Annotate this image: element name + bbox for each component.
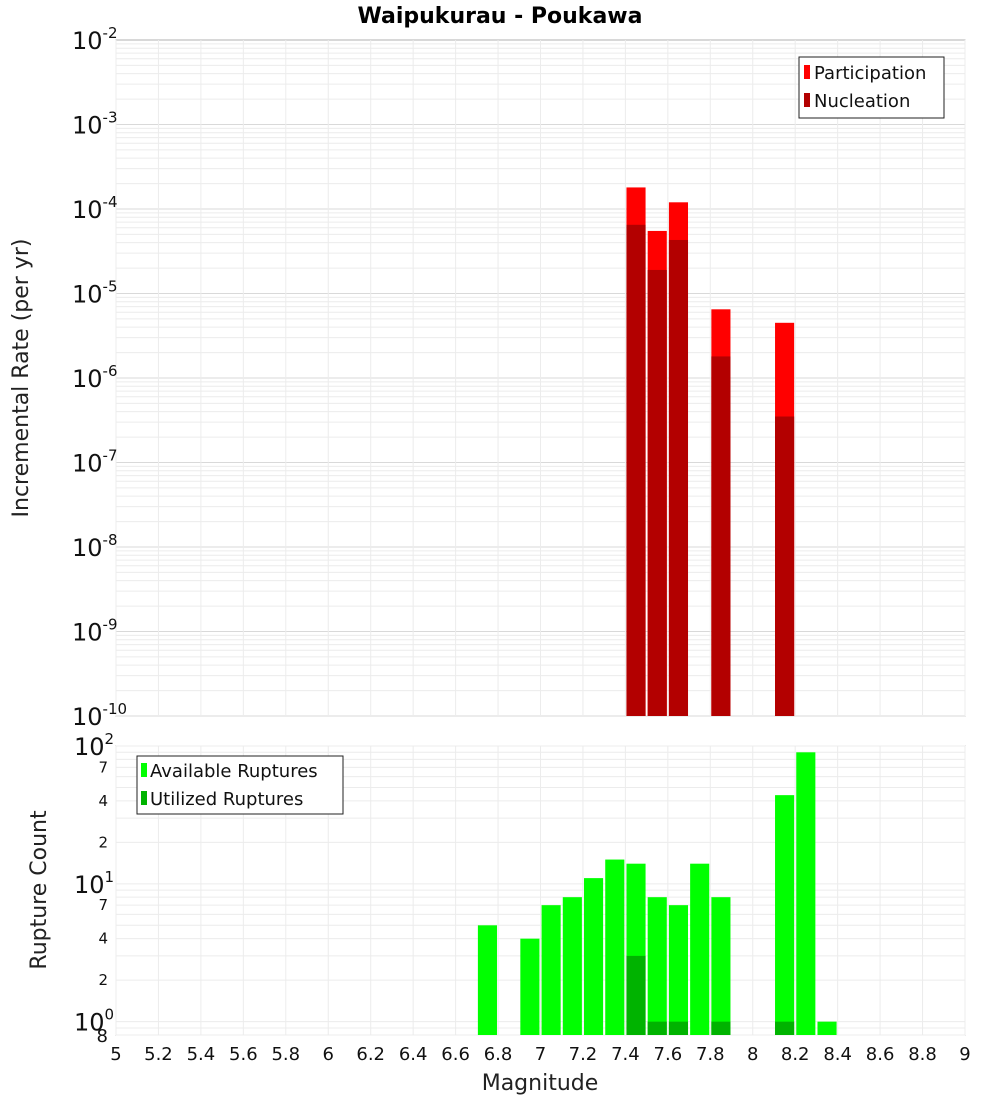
x-ticks: 5 5.2 5.4 5.6 5.8 6 6.2 6.4 6.6 6.8 7 7.2 7.4 7.6 7.8 8… (110, 1044, 970, 1065)
bar-available-ruptures (520, 938, 540, 1035)
bar-available-ruptures (690, 863, 710, 1035)
rate-plot-area: 10-10 10-9 10-8 10-7 10-6 10-5 10-4 10-3 10-2 Pa… (72, 24, 966, 731)
bar-utilized-ruptures (647, 1021, 667, 1035)
bar-available-ruptures (647, 897, 667, 1035)
x-tick-label: 8 (747, 1044, 758, 1065)
bar-nucleation (626, 224, 646, 716)
rate-bars (626, 187, 795, 717)
y-tick-label: 10-9 (72, 616, 118, 647)
count-legend-box (136, 755, 344, 815)
bar-nucleation (711, 356, 731, 716)
x-tick-label: 8.2 (781, 1044, 810, 1065)
legend-swatch-nucleation (804, 93, 810, 107)
y-tick-label: 10-10 (72, 700, 127, 731)
x-tick-label: 7.4 (611, 1044, 640, 1065)
legend-label-utilized: Utilized Ruptures (150, 789, 303, 810)
x-tick-label: 5 (110, 1044, 121, 1065)
chart-title: Waipukurau - Poukawa (358, 4, 643, 29)
legend-label-nucleation: Nucleation (814, 91, 910, 112)
bar-utilized-ruptures (668, 1021, 689, 1035)
x-tick-label: 6.2 (356, 1044, 385, 1065)
x-axis-label: Magnitude (482, 1071, 599, 1096)
y-tick-minor-label: 7 (98, 896, 108, 914)
x-tick-label: 5.8 (271, 1044, 300, 1065)
bar-available-ruptures (605, 859, 625, 1035)
y-tick-label: 101 (74, 868, 114, 899)
count-plot-area: 100 101 102 8 2 4 7 2 4 7 5 5.2 5.4 5.6 5.8 6 6.2 6.4 6.6… (74, 730, 971, 1065)
count-y-ticks: 100 101 102 8 2 4 7 2 4 7 (74, 730, 114, 1047)
x-tick-label: 7.6 (654, 1044, 683, 1065)
bottom-y-axis-label: Rupture Count (27, 810, 52, 970)
x-tick-label: 5.2 (144, 1044, 173, 1065)
bar-available-ruptures (668, 905, 689, 1035)
y-tick-label: 10-8 (72, 531, 118, 562)
x-tick-label: 8.6 (866, 1044, 895, 1065)
count-bars (477, 752, 837, 1035)
y-tick-label: 10-3 (72, 109, 118, 140)
x-tick-label: 7.2 (569, 1044, 598, 1065)
x-tick-label: 8.8 (908, 1044, 937, 1065)
bar-utilized-ruptures (775, 1021, 795, 1035)
y-tick-label: 10-2 (72, 24, 118, 55)
legend-label-available: Available Ruptures (150, 761, 318, 782)
y-tick-minor-label: 8 (97, 1026, 108, 1047)
legend-swatch-utilized (141, 791, 147, 805)
legend-swatch-available (141, 763, 147, 777)
bar-available-ruptures (562, 897, 582, 1035)
bar-available-ruptures (541, 905, 561, 1035)
x-tick-label: 5.6 (229, 1044, 258, 1065)
x-tick-label: 6.8 (484, 1044, 513, 1065)
rate-y-ticks: 10-10 10-9 10-8 10-7 10-6 10-5 10-4 10-3 10-2 (72, 24, 127, 731)
x-tick-label: 7.8 (696, 1044, 725, 1065)
bar-nucleation (775, 416, 795, 716)
bar-available-ruptures (796, 752, 816, 1035)
bar-available-ruptures (775, 795, 795, 1035)
legend-label-participation: Participation (814, 63, 926, 84)
legend-swatch-participation (804, 65, 810, 79)
y-tick-label: 10-4 (72, 193, 118, 224)
y-tick-label: 10-7 (72, 447, 118, 478)
bar-available-ruptures (711, 897, 731, 1035)
top-y-axis-label: Incremental Rate (per yr) (9, 239, 34, 518)
rate-legend-box (798, 56, 945, 119)
count-grid (115, 745, 966, 1036)
x-tick-label: 8.4 (823, 1044, 852, 1065)
x-tick-label: 9 (959, 1044, 970, 1065)
bar-nucleation (668, 239, 689, 716)
bar-available-ruptures (584, 878, 604, 1035)
x-tick-label: 6.4 (399, 1044, 428, 1065)
y-tick-minor-label: 2 (98, 833, 108, 851)
y-tick-minor-label: 7 (98, 758, 108, 776)
y-tick-minor-label: 2 (98, 971, 108, 989)
rate-grid (115, 40, 966, 717)
y-tick-label: 102 (74, 730, 114, 761)
bar-utilized-ruptures (626, 955, 646, 1035)
y-tick-label: 10-6 (72, 362, 118, 393)
bar-nucleation (647, 269, 667, 716)
x-tick-label: 6.6 (441, 1044, 470, 1065)
bar-available-ruptures (817, 1021, 837, 1035)
x-tick-label: 5.4 (187, 1044, 216, 1065)
y-tick-minor-label: 4 (98, 792, 108, 810)
bar-utilized-ruptures (711, 1021, 731, 1035)
bar-available-ruptures (477, 925, 497, 1035)
count-legend: Available Ruptures Utilized Ruptures (136, 755, 344, 815)
y-tick-minor-label: 4 (98, 930, 108, 948)
y-tick-label: 100 (74, 1006, 114, 1037)
rate-legend: Participation Nucleation (798, 56, 945, 119)
x-tick-label: 7 (535, 1044, 546, 1065)
y-tick-label: 10-5 (72, 278, 118, 309)
x-tick-label: 6 (323, 1044, 334, 1065)
